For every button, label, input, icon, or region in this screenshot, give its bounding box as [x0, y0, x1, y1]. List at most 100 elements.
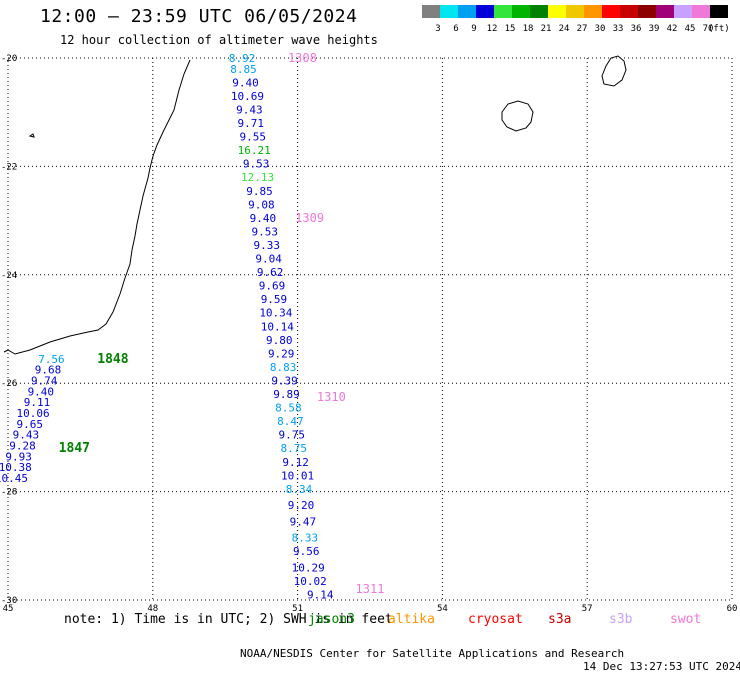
colorbar-label: 33 [613, 24, 624, 34]
colorbar-label: 12 [487, 24, 498, 34]
colorbar-label: 18 [523, 24, 534, 34]
mission-label-s3b: s3b [609, 612, 633, 627]
swh-value: 9.65 [16, 418, 43, 431]
lon-tick-label: 48 [147, 604, 158, 612]
swh-value: 16.21 [238, 144, 271, 157]
swh-value: 9.59 [261, 293, 288, 306]
credit-text: NOAA/NESDIS Center for Satellite Applica… [240, 647, 625, 660]
colorbar-swatch [710, 5, 728, 18]
swh-value: 9.62 [257, 266, 284, 279]
swh-value: 9.69 [259, 280, 286, 293]
colorbar-swatch [440, 5, 458, 18]
swh-value: 9.43 [13, 429, 40, 442]
swh-value: 9.14 [307, 589, 334, 602]
wave-height-colorbar: 3 6 9 12 15 18 21 24 27 30 33 36 39 42 45 70(ft) [422, 5, 730, 34]
swh-tracks: 8.928.859.4010.699.439.719.5516.219.5312… [0, 52, 334, 602]
colorbar-swatch [674, 5, 692, 18]
swh-value: 9.47 [290, 515, 317, 528]
footer: NOAA/NESDIS Center for Satellite Applica… [0, 634, 740, 673]
colorbar-label: 3 [435, 24, 440, 34]
graticule [8, 58, 732, 600]
swh-value: 9.29 [268, 347, 295, 360]
colorbar-swatch [512, 5, 530, 18]
swh-value: 9.40 [28, 385, 55, 398]
colorbar-swatch [566, 5, 584, 18]
colorbar-swatch [476, 5, 494, 18]
colorbar-swatch [638, 5, 656, 18]
lat-tick-label: -24 [1, 271, 17, 281]
swh-value: 9.39 [271, 374, 298, 387]
mauritius-coastline [601, 55, 627, 87]
mission-label-swot: swot [670, 612, 702, 627]
colorbar-label: 27 [577, 24, 588, 34]
swh-value: 10.29 [292, 561, 325, 574]
swh-value: 9.53 [252, 225, 279, 238]
swh-value: 9.80 [266, 334, 293, 347]
swh-value: 8.92 [229, 52, 256, 65]
swh-value: 10.02 [294, 575, 327, 588]
colorbar-label: 24 [559, 24, 570, 34]
swh-value: 12.13 [241, 171, 274, 184]
colorbar-swatch [422, 5, 440, 18]
map-title: 12:00 – 23:59 UTC 06/05/2024 [40, 6, 358, 27]
swh-value: 9.68 [35, 364, 62, 377]
colorbar-label: 21 [541, 24, 552, 34]
swh-value: 10.34 [259, 307, 292, 320]
colorbar-swatch [494, 5, 512, 18]
swh-value: 10.38 [0, 461, 32, 474]
swh-value: 9.53 [243, 158, 270, 171]
colorbar-unit: (ft) [708, 24, 730, 34]
swh-value: 9.12 [282, 456, 309, 469]
colorbar-label: 15 [505, 24, 516, 34]
colorbar-label: 6 [453, 24, 458, 34]
colorbar-swatch [602, 5, 620, 18]
colorbar-swatch [584, 5, 602, 18]
lon-tick-label: 51 [292, 604, 303, 612]
units-note: note: 1) Time is in UTC; 2) SWH is in fe… [64, 612, 393, 627]
pass-label: 1308 [288, 51, 317, 65]
colorbar-swatch [548, 5, 566, 18]
swh-value: 8.34 [286, 483, 313, 496]
swh-value: 9.43 [236, 103, 263, 116]
pass-label: 1847 [59, 441, 90, 456]
swh-value: 8.83 [270, 361, 297, 374]
pass-label: 1310 [317, 390, 346, 404]
colorbar-label: 70 [703, 24, 714, 34]
coastline [3, 55, 627, 355]
lon-tick-label: 54 [437, 604, 448, 612]
colorbar-label: 36 [631, 24, 642, 34]
mission-label-jason3: jason3 [308, 612, 355, 627]
swh-value: 9.40 [232, 76, 259, 89]
map-subtitle: 12 hour collection of altimeter wave hei… [60, 33, 378, 47]
lat-tick-label: -22 [1, 162, 17, 172]
swh-value: 9.33 [253, 239, 280, 252]
lon-tick-label: 45 [3, 604, 14, 612]
mission-label-altika: altika [388, 612, 435, 627]
pass-labels: 1308 1309 1310 1311 1848 1847 [59, 51, 385, 596]
swh-value: 9.74 [31, 374, 58, 387]
colorbar-label: 45 [685, 24, 696, 34]
swh-value: 9.75 [279, 429, 306, 442]
lat-tick-label: -30 [1, 596, 17, 606]
swh-value: 8.33 [292, 532, 319, 545]
map-border [7, 57, 733, 601]
timestamp-text: 14 Dec 13:27:53 UTC 2024 [583, 660, 740, 673]
swh-value: 9.20 [288, 499, 315, 512]
pass-label: 1848 [97, 352, 128, 367]
swh-value: 8.85 [230, 63, 257, 76]
islet-coastline [28, 133, 35, 138]
lat-tick-label: -26 [1, 379, 17, 389]
swh-value: 10.14 [261, 320, 294, 333]
mission-label-s3a: s3a [548, 612, 572, 627]
lon-tick-label: 57 [582, 604, 593, 612]
colorbar-label: 39 [649, 24, 660, 34]
swh-value: 10.01 [281, 469, 314, 482]
swh-value: 9.40 [250, 212, 277, 225]
lat-tick-label: -28 [1, 488, 17, 498]
map-frame [7, 57, 733, 601]
colorbar-label: 30 [595, 24, 606, 34]
colorbar-swatch [656, 5, 674, 18]
reunion-coastline [501, 100, 534, 132]
